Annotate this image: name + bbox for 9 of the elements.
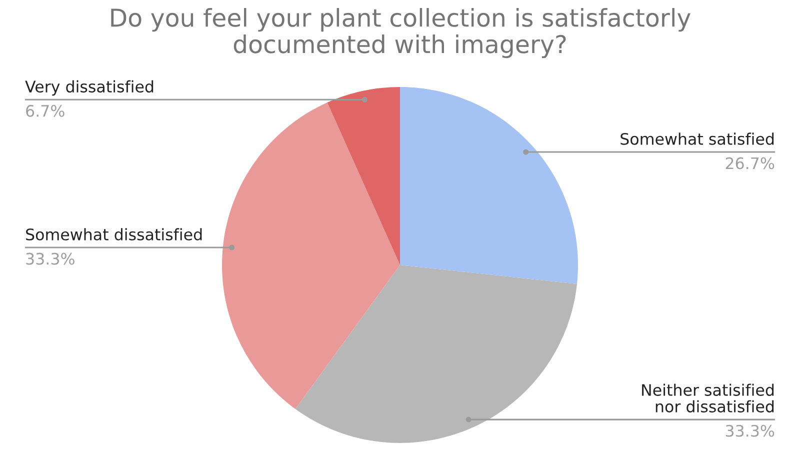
data-label: 26.7% [726, 157, 774, 170]
chart-title: Do you feel your plant collection is satisfactorly documented with imagery? [111, 8, 690, 58]
data-label: 6.7% [26, 104, 64, 117]
data-label: 33.3% [726, 424, 774, 437]
slice-label: Very dissatisfied [25, 80, 154, 96]
slice-label: Neither satisified nor dissatisfied [642, 384, 774, 412]
slice-label: Somewhat satisfied [620, 132, 774, 145]
slice-label: Somewhat dissatisfied [26, 228, 202, 240]
data-label: 33.3% [26, 252, 74, 265]
